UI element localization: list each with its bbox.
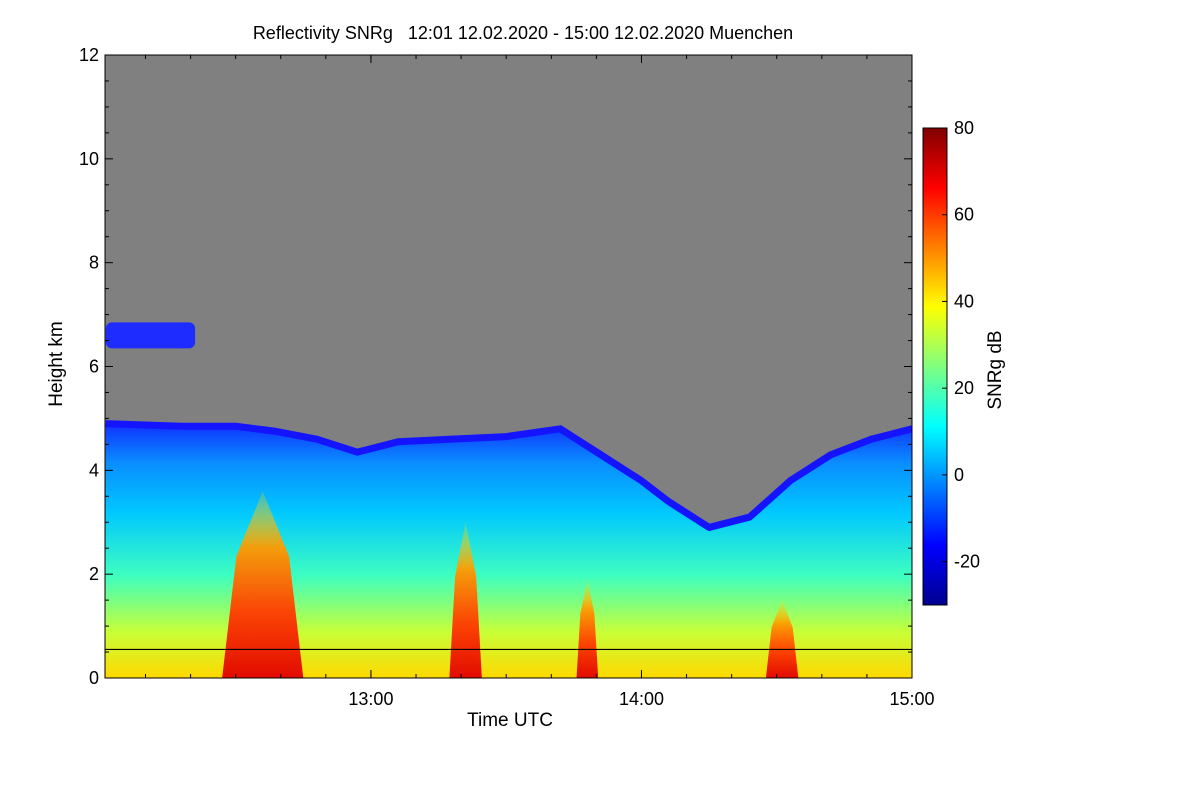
strong-echo-band-1 (222, 491, 304, 678)
echo-region (105, 423, 912, 678)
echo-field (105, 322, 912, 678)
y-axis: 0 2 4 6 8 10 12 (79, 45, 912, 688)
colorbar: -20 0 20 40 60 80 SNRg dB (922, 118, 1006, 606)
y-tick-label: 12 (79, 45, 99, 65)
y-tick-label: 0 (89, 668, 99, 688)
colorbar-ticks: -20 0 20 40 60 80 (942, 118, 980, 572)
strong-echo-band-3 (576, 579, 599, 678)
chart-title: Reflectivity SNRg 12:01 12.02.2020 - 15:… (253, 23, 793, 43)
colorbar-tick-label: -20 (954, 552, 980, 572)
y-tick-label: 10 (79, 149, 99, 169)
y-tick-label: 4 (89, 460, 99, 480)
colorbar-tick-label: 20 (954, 378, 974, 398)
x-axis-label: Time UTC (467, 710, 553, 731)
x-tick-label: 15:00 (889, 689, 934, 709)
plot-area (105, 55, 912, 678)
colorbar-tick-label: 80 (954, 118, 974, 138)
cloud-top-edge (105, 420, 912, 531)
strong-echo-band-4 (765, 600, 799, 678)
x-tick-label: 14:00 (619, 689, 664, 709)
y-tick-label: 8 (89, 253, 99, 273)
x-axis: 13:00 14:00 15:00 (144, 55, 935, 709)
y-tick-label: 2 (89, 564, 99, 584)
colorbar-tick-label: 40 (954, 291, 974, 311)
colorbar-gradient (922, 127, 948, 606)
colorbar-tick-label: 0 (954, 465, 964, 485)
high-cloud-layer (105, 322, 196, 349)
colorbar-label: SNRg dB (985, 330, 1006, 409)
x-tick-label: 13:00 (348, 689, 393, 709)
strong-echo-band-2 (449, 522, 482, 678)
colorbar-tick-label: 60 (954, 205, 974, 225)
y-axis-label: Height km (46, 321, 67, 407)
y-tick-label: 6 (89, 357, 99, 377)
